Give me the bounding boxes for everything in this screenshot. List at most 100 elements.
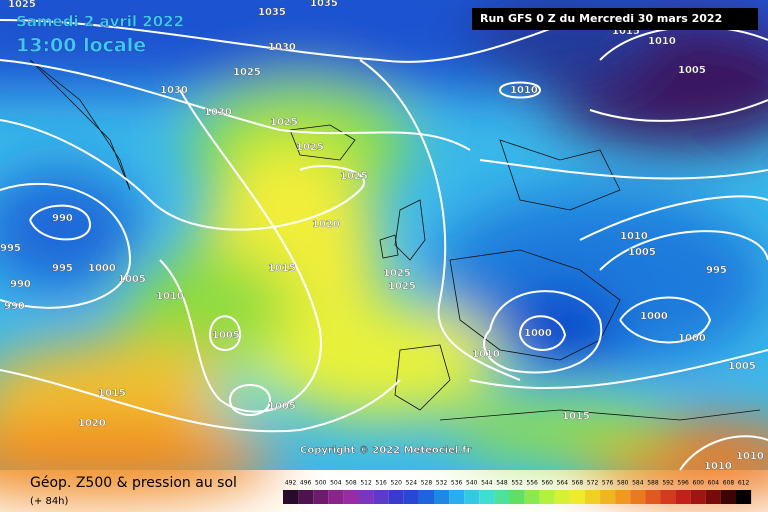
scale-swatch <box>358 490 374 504</box>
scale-swatch <box>630 490 646 504</box>
scale-label: 552 <box>511 480 523 487</box>
scale-label: 580 <box>617 480 629 487</box>
scale-swatch <box>645 490 661 504</box>
scale-swatch <box>554 490 570 504</box>
run-info: Run GFS 0 Z du Mercredi 30 mars 2022 <box>480 12 722 25</box>
isobar-label: 1010 <box>704 461 732 472</box>
isobar-label: 1015 <box>268 263 296 274</box>
scale-label: 600 <box>693 480 705 487</box>
scale-label: 544 <box>481 480 493 487</box>
isobar-label: 1000 <box>678 333 706 344</box>
isobar-label: 1015 <box>562 411 590 422</box>
isobar-label: 990 <box>10 279 31 290</box>
isobar-label: 1010 <box>736 451 764 462</box>
scale-swatch <box>388 490 404 504</box>
scale-swatch <box>600 490 616 504</box>
scale-swatch <box>298 490 314 504</box>
isobar-label: 1010 <box>472 349 500 360</box>
scale-swatch <box>373 490 389 504</box>
scale-label: 548 <box>496 480 508 487</box>
scale-label: 532 <box>436 480 448 487</box>
scale-label: 540 <box>466 480 478 487</box>
scale-label: 508 <box>345 480 357 487</box>
scale-swatch <box>675 490 691 504</box>
scale-label: 516 <box>375 480 387 487</box>
isobar-label: 1030 <box>160 85 188 96</box>
scale-label: 612 <box>738 480 750 487</box>
scale-label: 524 <box>406 480 418 487</box>
scale-label: 496 <box>300 480 312 487</box>
scale-swatch <box>328 490 344 504</box>
scale-swatch <box>449 490 465 504</box>
isobar-label: 1020 <box>312 219 340 230</box>
isobar-label: 1015 <box>98 388 126 399</box>
isobar-label: 1025 <box>270 117 298 128</box>
scale-label: 504 <box>330 480 342 487</box>
isobar-label: 1005 <box>118 274 146 285</box>
isobar-label: 1005 <box>212 330 240 341</box>
isobar-label: 1005 <box>728 361 756 372</box>
date: Samedi 2 avril 2022 <box>16 13 184 31</box>
isobar-label: 1015 <box>612 26 640 37</box>
isobar-label: 1035 <box>258 7 286 18</box>
scale-swatch <box>434 490 450 504</box>
scale-swatch <box>615 490 631 504</box>
scale-swatch <box>418 490 434 504</box>
isobar-label: 995 <box>52 263 73 274</box>
isobar-label: 995 <box>706 265 727 276</box>
isobar-label: 1025 <box>233 67 261 78</box>
scale-swatch <box>403 490 419 504</box>
isobar-label: 1030 <box>268 42 296 53</box>
scale-label: 520 <box>391 480 403 487</box>
scale-swatch <box>690 490 706 504</box>
scale-swatch <box>464 490 480 504</box>
scale-label: 492 <box>285 480 297 487</box>
scale-label: 588 <box>647 480 659 487</box>
scale-swatch <box>720 490 736 504</box>
scale-label: 596 <box>677 480 689 487</box>
isobars <box>0 9 768 471</box>
scale-label: 604 <box>708 480 720 487</box>
scale-label: 564 <box>557 480 569 487</box>
isobar-label: 1010 <box>156 291 184 302</box>
run-box <box>472 8 758 30</box>
scale-swatch <box>736 490 752 504</box>
scale-label: 608 <box>723 480 735 487</box>
isobar-label: 1005 <box>678 65 706 76</box>
isobar-label: 995 <box>0 243 21 254</box>
isobar-label: 1025 <box>388 281 416 292</box>
footer-lead: (+ 84h) <box>30 496 69 507</box>
scale-swatch <box>539 490 555 504</box>
isobar-label: 1020 <box>78 418 106 429</box>
isobar-label: 990 <box>52 213 73 224</box>
scale-swatch <box>660 490 676 504</box>
isobar-label: 1010 <box>620 231 648 242</box>
isobar-label: 1035 <box>310 0 338 9</box>
scale-label: 576 <box>602 480 614 487</box>
isobar-label: 1025 <box>383 268 411 279</box>
scale-swatch <box>585 490 601 504</box>
scale-label: 536 <box>451 480 463 487</box>
scale-swatch <box>343 490 359 504</box>
isobar-label: 1025 <box>340 171 368 182</box>
scale-swatch <box>705 490 721 504</box>
isobar-label: 1025 <box>8 0 36 10</box>
scale-swatch <box>313 490 329 504</box>
scale-label: 560 <box>542 480 554 487</box>
scale-label: 592 <box>662 480 674 487</box>
scale-swatch <box>569 490 585 504</box>
isobar-label: 1005 <box>628 247 656 258</box>
scale-label: 556 <box>526 480 538 487</box>
scale-swatch <box>524 490 540 504</box>
isobar-label: 1000 <box>88 263 116 274</box>
isobar-labels: 1025 1035 1035 1030 1025 1030 1030 1025 1025 1025… <box>0 0 764 472</box>
scale-swatch <box>509 490 525 504</box>
color-scale: 492 496 500 504 508 512 516 520 524 528 532 536 540 5… <box>283 480 752 504</box>
copyright: Copyright © 2022 Meteociel.fr <box>300 445 471 456</box>
isobar-label: 1030 <box>204 107 232 118</box>
isobar-label: 1000 <box>524 328 552 339</box>
scale-label: 572 <box>587 480 599 487</box>
scale-swatch <box>479 490 495 504</box>
